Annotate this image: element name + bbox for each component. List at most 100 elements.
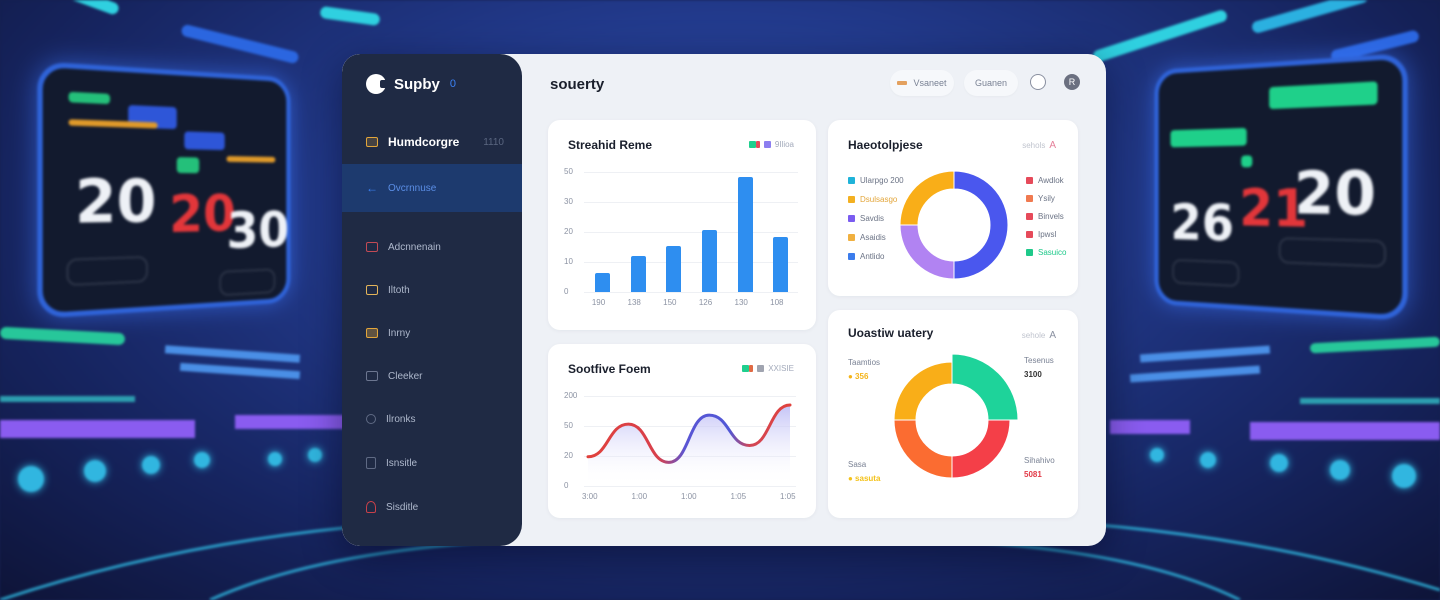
- sidebar-item-insights[interactable]: Isnsitle: [342, 440, 522, 486]
- legend-swatch: [848, 215, 855, 222]
- clock-icon[interactable]: [1030, 74, 1046, 90]
- annotation-value: ● sasuta: [848, 474, 881, 483]
- bar: [701, 229, 717, 292]
- card-menu[interactable]: sehols A: [1022, 140, 1056, 151]
- legend-swatch: [848, 196, 855, 203]
- export-button[interactable]: Guanen: [964, 70, 1018, 96]
- annotation-value: ● 356: [848, 372, 869, 381]
- legend-label: 9Ilioa: [774, 140, 794, 149]
- bar-chart-card: Streahid Reme 9Ilioa 0 10 20 30 50 190 138 150 1…: [548, 120, 816, 330]
- legend-swatch: [848, 234, 855, 241]
- legend-swatch: [1026, 177, 1033, 184]
- legend-swatch: [755, 141, 760, 148]
- legend-label: Ipwsl: [1038, 230, 1057, 239]
- legend-swatch: [748, 141, 756, 148]
- chart-legend[interactable]: 9Ilioa: [748, 140, 794, 149]
- score-away: 30: [226, 202, 290, 261]
- donut-slice[interactable]: [951, 419, 1011, 479]
- y-axis-tick: 30: [564, 197, 573, 206]
- legend-swatch: [848, 177, 855, 184]
- x-axis-tick: 1:00: [631, 492, 648, 501]
- donut-slices: [893, 353, 1019, 479]
- gridline: [584, 262, 798, 263]
- legend-swatch: [1026, 231, 1033, 238]
- filter-button[interactable]: Vsaneet: [890, 70, 954, 96]
- x-axis-tick: 190: [591, 298, 606, 307]
- annotation-label: Sihahivo: [1024, 456, 1055, 465]
- area-series: [586, 403, 792, 486]
- donut-slice[interactable]: [893, 419, 953, 479]
- sidebar-item-settings[interactable]: Sisditle: [342, 484, 522, 530]
- legend-item[interactable]: Ularpgo 200: [848, 176, 904, 185]
- donut-slice[interactable]: [899, 170, 955, 226]
- logo-icon: [366, 74, 388, 94]
- donut-chart-card: Haeotolpjese sehols A Ularpgo 200 Dsulsas…: [828, 120, 1078, 296]
- legend-item[interactable]: Savdis: [848, 214, 884, 223]
- y-axis-tick: 20: [564, 227, 573, 236]
- sidebar-item-label: Sisditle: [386, 501, 419, 513]
- legend-item[interactable]: Asaidis: [848, 233, 886, 242]
- sidebar-item-label: Humdcorgre: [388, 135, 460, 149]
- y-axis-tick: 200: [564, 391, 578, 400]
- sidebar-item-admin[interactable]: Adcnnenain: [342, 224, 522, 270]
- annotation-label: Sasa: [848, 460, 867, 469]
- legend-swatch: [1026, 213, 1033, 220]
- legend-item[interactable]: Ipwsl: [1026, 230, 1056, 239]
- card-title: Haeotolpjese: [848, 138, 923, 152]
- legend-item[interactable]: Ysily: [1026, 194, 1055, 203]
- brand[interactable]: Supby 0: [366, 74, 456, 94]
- light-beam: [1091, 8, 1229, 64]
- search-icon: [366, 414, 376, 424]
- page-title: souerty: [550, 76, 605, 93]
- sidebar-item-label: Ovcrnnuse: [388, 182, 437, 194]
- sidebar-item-checker[interactable]: Cleeker: [342, 353, 522, 399]
- filter-label: Vsaneet: [913, 78, 947, 88]
- sidebar-item-overview[interactable]: ← Ovcrnnuse: [342, 164, 522, 212]
- legend-label: Dsulsasgo: [860, 195, 898, 204]
- light-beam: [1250, 0, 1370, 35]
- x-axis-tick: 150: [663, 298, 677, 307]
- y-axis-tick: 0: [564, 481, 569, 490]
- avatar[interactable]: R: [1064, 74, 1080, 90]
- edit-icon: [366, 328, 378, 338]
- y-axis-tick: 10: [564, 257, 573, 266]
- card-title: Streahid Reme: [568, 138, 653, 152]
- score-home: 26: [1170, 194, 1235, 254]
- card-menu-label: sehols: [1022, 141, 1046, 150]
- card-title: Uoastiw uatery: [848, 326, 934, 340]
- sidebar-item-label: Isnsitle: [386, 457, 418, 469]
- legend-swatch: [757, 365, 765, 372]
- folder-icon: [366, 137, 378, 147]
- sidebar-item-links[interactable]: Ilronks: [342, 396, 522, 442]
- legend-item[interactable]: Sasuico: [1026, 248, 1066, 257]
- legend-item[interactable]: Dsulsasgo: [848, 195, 897, 204]
- donut-slice[interactable]: [951, 353, 1019, 421]
- bar: [630, 256, 646, 292]
- donut-slice[interactable]: [893, 361, 953, 421]
- light-beam: [180, 23, 300, 65]
- x-axis-tick: 130: [734, 298, 748, 307]
- sidebar-item-home[interactable]: Humdcorgre 1110: [342, 119, 522, 165]
- legend-swatch: [749, 365, 754, 372]
- x-axis-tick: 126: [698, 298, 713, 307]
- chart-legend[interactable]: XXISIE: [742, 364, 794, 373]
- x-axis-tick: 1:00: [681, 492, 697, 501]
- y-axis-tick: 0: [564, 287, 569, 296]
- legend-label: Antlido: [860, 252, 885, 261]
- sidebar-item-inventory[interactable]: Inrny: [342, 310, 522, 356]
- donut-slice[interactable]: [953, 170, 1009, 280]
- file-icon: [366, 457, 376, 469]
- x-axis-tick: 3:00: [582, 492, 598, 501]
- legend-swatch: [763, 141, 771, 148]
- legend-item[interactable]: Awdlok: [1026, 176, 1064, 185]
- gridline: [584, 486, 796, 487]
- legend-item[interactable]: Antlido: [848, 252, 884, 261]
- donut-slice[interactable]: [899, 224, 955, 280]
- sidebar-item-items[interactable]: Iltoth: [342, 267, 522, 313]
- document-icon: [366, 371, 378, 381]
- legend-item[interactable]: Binvels: [1026, 212, 1064, 221]
- gridline: [584, 396, 796, 397]
- x-axis-tick: 1:05: [780, 492, 796, 501]
- legend-label: Ularpgo 200: [860, 176, 904, 185]
- card-menu[interactable]: sehole A: [1022, 330, 1056, 341]
